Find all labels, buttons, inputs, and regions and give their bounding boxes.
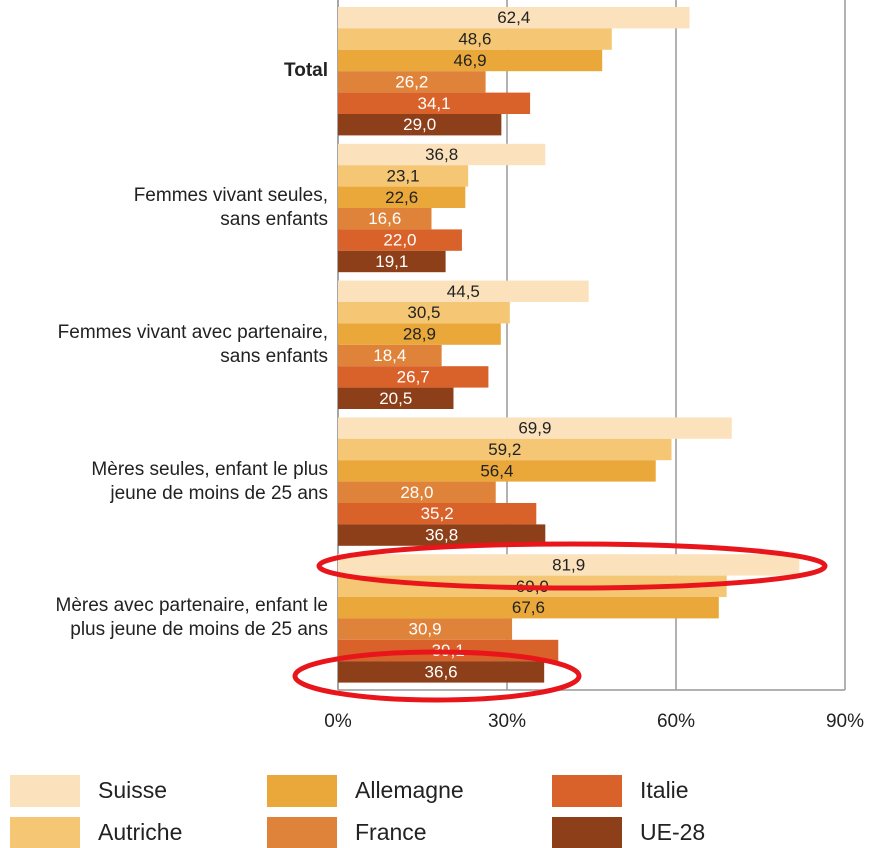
legend-label: Italie	[640, 777, 689, 803]
category-label: Mères seules, enfant le plus jeune de mo…	[91, 458, 328, 504]
category-label: Total	[284, 60, 328, 82]
bar	[338, 503, 537, 525]
legend-label: Suisse	[98, 777, 167, 803]
x-tick-label: 0%	[324, 711, 352, 732]
x-tick-label: 30%	[488, 711, 526, 732]
value-label: 35,2	[421, 504, 454, 523]
bar	[338, 7, 690, 29]
legend-swatch	[10, 775, 80, 807]
value-label: 26,2	[395, 72, 428, 91]
legend-label: Autriche	[98, 819, 182, 845]
value-label: 28,9	[403, 325, 436, 344]
bar	[338, 344, 442, 367]
bar	[338, 366, 489, 388]
value-label: 16,6	[368, 209, 401, 228]
bar	[338, 597, 719, 619]
bar	[338, 661, 545, 683]
highlight	[292, 649, 582, 703]
bar	[338, 438, 672, 461]
legend-swatch	[552, 775, 622, 807]
bar	[338, 114, 502, 136]
category-label: Femmes vivant seules, sans enfants	[133, 185, 328, 230]
value-label: 18,4	[373, 346, 406, 365]
value-label: 46,9	[454, 51, 487, 70]
value-label: 48,6	[458, 30, 491, 49]
value-label: 36,8	[425, 145, 458, 164]
value-label: 30,5	[407, 303, 440, 322]
value-label: 67,6	[512, 598, 545, 617]
bars: 62,4 48,6 46,9 26,2 34,1 29,0 36,8 23,1 22,6 16,6…	[338, 7, 800, 683]
bar	[338, 28, 612, 50]
value-label: 23,1	[387, 166, 420, 185]
bar	[338, 387, 454, 409]
legend-swatch	[267, 817, 337, 848]
bar	[338, 323, 501, 345]
bar	[338, 165, 469, 187]
value-label: 29,0	[403, 115, 436, 134]
value-label: 20,5	[379, 389, 412, 408]
legend-swatch	[10, 817, 80, 848]
bar	[338, 460, 656, 482]
value-label: 81,9	[552, 555, 585, 574]
highlight	[316, 541, 828, 591]
bar	[338, 208, 432, 230]
bar	[338, 280, 589, 302]
value-label: 62,4	[497, 8, 530, 27]
bar	[338, 302, 510, 324]
value-label: 22,6	[385, 188, 418, 207]
legend-label: UE-28	[640, 819, 705, 845]
value-label: 26,7	[397, 367, 430, 386]
value-label: 19,1	[375, 252, 408, 271]
x-tick-label: 60%	[657, 711, 695, 732]
legend-label: Allemagne	[355, 777, 464, 803]
value-label: 28,0	[400, 483, 433, 502]
bar	[338, 143, 546, 166]
bar	[338, 92, 531, 114]
value-label: 34,1	[418, 94, 451, 113]
bar	[338, 186, 466, 208]
category-label: Femmes vivant avec partenaire, sans enfa…	[57, 321, 328, 367]
legend-swatch	[267, 775, 337, 807]
value-label: 22,0	[383, 231, 416, 250]
bar	[338, 229, 462, 251]
value-label: 44,5	[447, 282, 480, 301]
category-label: Mères avec partenaire, enfant le plus je…	[55, 595, 329, 641]
legend-swatch	[552, 817, 622, 848]
bar	[338, 71, 486, 93]
value-label: 36,8	[425, 526, 458, 545]
bar	[338, 49, 603, 72]
bar	[338, 554, 800, 576]
value-label: 36,6	[425, 662, 458, 681]
value-label: 69,9	[518, 419, 551, 438]
value-label: 30,9	[408, 620, 441, 639]
x-tick-label: 90%	[826, 711, 864, 732]
bar	[338, 250, 446, 273]
value-label: 59,2	[488, 440, 521, 459]
value-label: 56,4	[480, 461, 513, 480]
bar	[338, 524, 546, 546]
legend-label: France	[355, 819, 427, 845]
bar	[338, 618, 513, 640]
bar	[338, 481, 496, 503]
bar	[338, 417, 732, 439]
